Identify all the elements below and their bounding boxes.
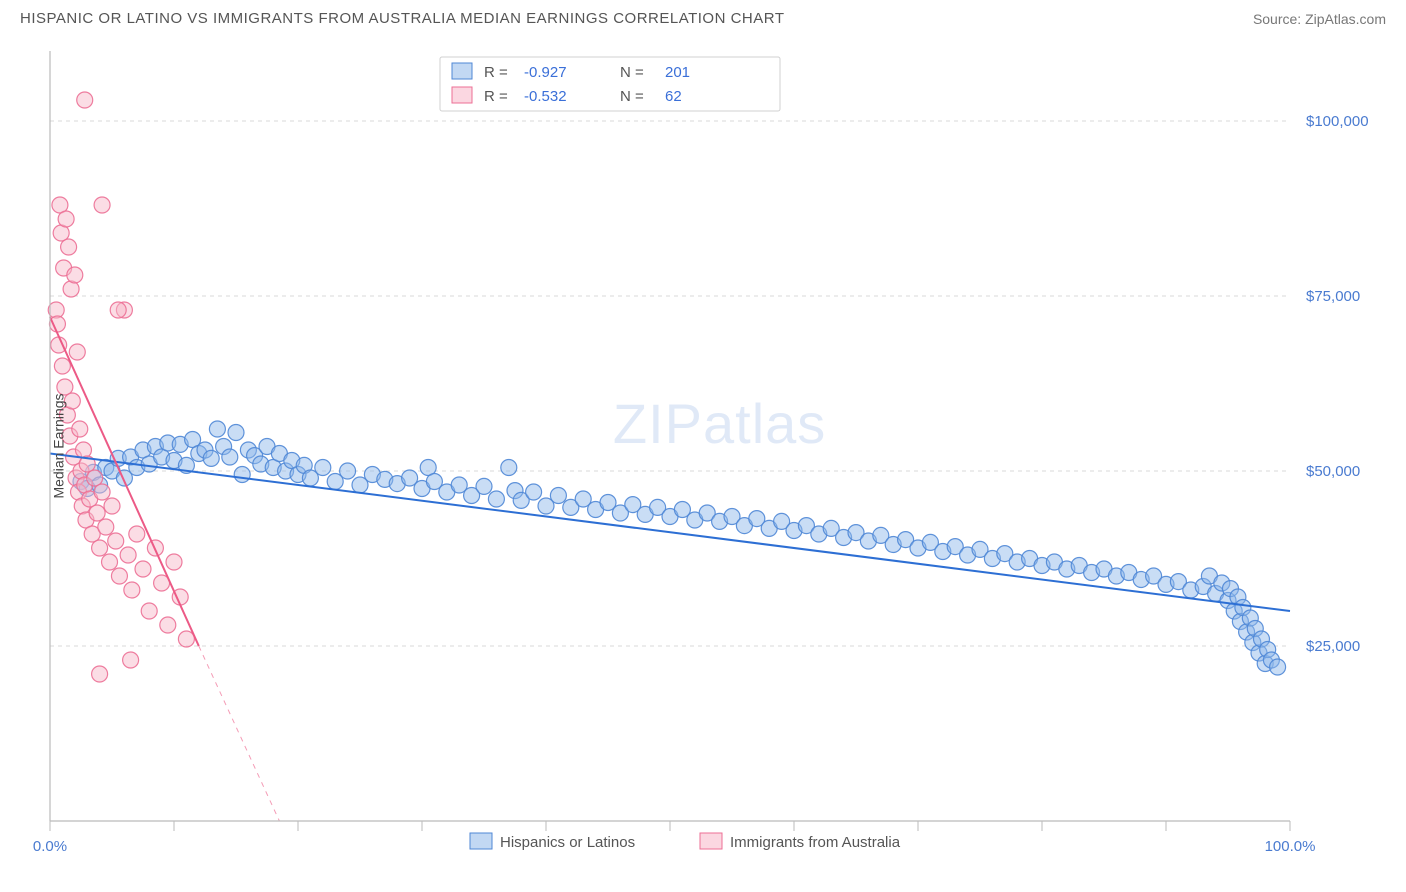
data-point (488, 491, 504, 507)
data-point (120, 547, 136, 563)
trend-line-extrapolated (199, 646, 280, 821)
data-point (92, 666, 108, 682)
data-point (228, 425, 244, 441)
data-point (526, 484, 542, 500)
series-1 (48, 92, 194, 682)
data-point (1270, 659, 1286, 675)
y-tick-label: $100,000 (1306, 113, 1369, 130)
data-point (64, 393, 80, 409)
data-point (108, 533, 124, 549)
legend-r-label: R = (484, 64, 508, 81)
data-point (141, 603, 157, 619)
chart-header: HISPANIC OR LATINO VS IMMIGRANTS FROM AU… (0, 0, 1406, 31)
y-tick-label: $50,000 (1306, 463, 1360, 480)
watermark: ZIPatlas (613, 392, 826, 455)
data-point (110, 302, 126, 318)
legend-r-label: R = (484, 88, 508, 105)
svg-text:ZIPatlas: ZIPatlas (613, 392, 826, 455)
data-point (234, 467, 250, 483)
legend-swatch (452, 87, 472, 103)
data-point (476, 478, 492, 494)
data-point (61, 239, 77, 255)
data-point (94, 484, 110, 500)
legend-r-value: -0.532 (524, 88, 567, 105)
legend-series-label: Hispanics or Latinos (500, 834, 635, 851)
data-point (49, 316, 65, 332)
legend-series-label: Immigrants from Australia (730, 834, 901, 851)
legend-n-label: N = (620, 64, 644, 81)
data-point (340, 463, 356, 479)
legend-swatch (470, 833, 492, 849)
y-tick-label: $75,000 (1306, 288, 1360, 305)
data-point (166, 554, 182, 570)
data-point (123, 652, 139, 668)
x-min-label: 0.0% (33, 838, 67, 855)
legend-swatch (452, 63, 472, 79)
data-point (72, 421, 88, 437)
scatter-chart: $25,000 $50,000 $75,000 $100,000 ZIPatlas 0.0… (0, 31, 1406, 861)
chart-area: Median Earnings $25,000 $50,000 $75,000 $10… (0, 31, 1406, 861)
y-axis-label: Median Earnings (51, 393, 67, 498)
data-point (315, 460, 331, 476)
trend-line (50, 454, 1290, 612)
data-point (75, 442, 91, 458)
data-point (550, 488, 566, 504)
data-point (178, 631, 194, 647)
data-point (129, 526, 145, 542)
data-point (92, 540, 108, 556)
data-point (63, 281, 79, 297)
data-point (160, 617, 176, 633)
data-point (209, 421, 225, 437)
data-point (135, 561, 151, 577)
legend-n-label: N = (620, 88, 644, 105)
chart-source: Source: ZipAtlas.com (1253, 11, 1386, 27)
data-point (104, 498, 120, 514)
data-point (77, 92, 93, 108)
data-point (69, 344, 85, 360)
data-point (203, 450, 219, 466)
data-point (102, 554, 118, 570)
data-point (89, 505, 105, 521)
data-point (111, 568, 127, 584)
data-point (222, 449, 238, 465)
data-point (124, 582, 140, 598)
y-tick-label: $25,000 (1306, 638, 1360, 655)
data-point (94, 197, 110, 213)
data-point (54, 358, 70, 374)
legend-swatch (700, 833, 722, 849)
data-point (501, 460, 517, 476)
data-point (67, 267, 83, 283)
legend-r-value: -0.927 (524, 64, 567, 81)
series-0 (73, 421, 1286, 675)
data-point (98, 519, 114, 535)
x-max-label: 100.0% (1265, 838, 1316, 855)
legend-n-value: 62 (665, 88, 682, 105)
legend-n-value: 201 (665, 64, 690, 81)
chart-title: HISPANIC OR LATINO VS IMMIGRANTS FROM AU… (20, 10, 784, 27)
data-point (58, 211, 74, 227)
